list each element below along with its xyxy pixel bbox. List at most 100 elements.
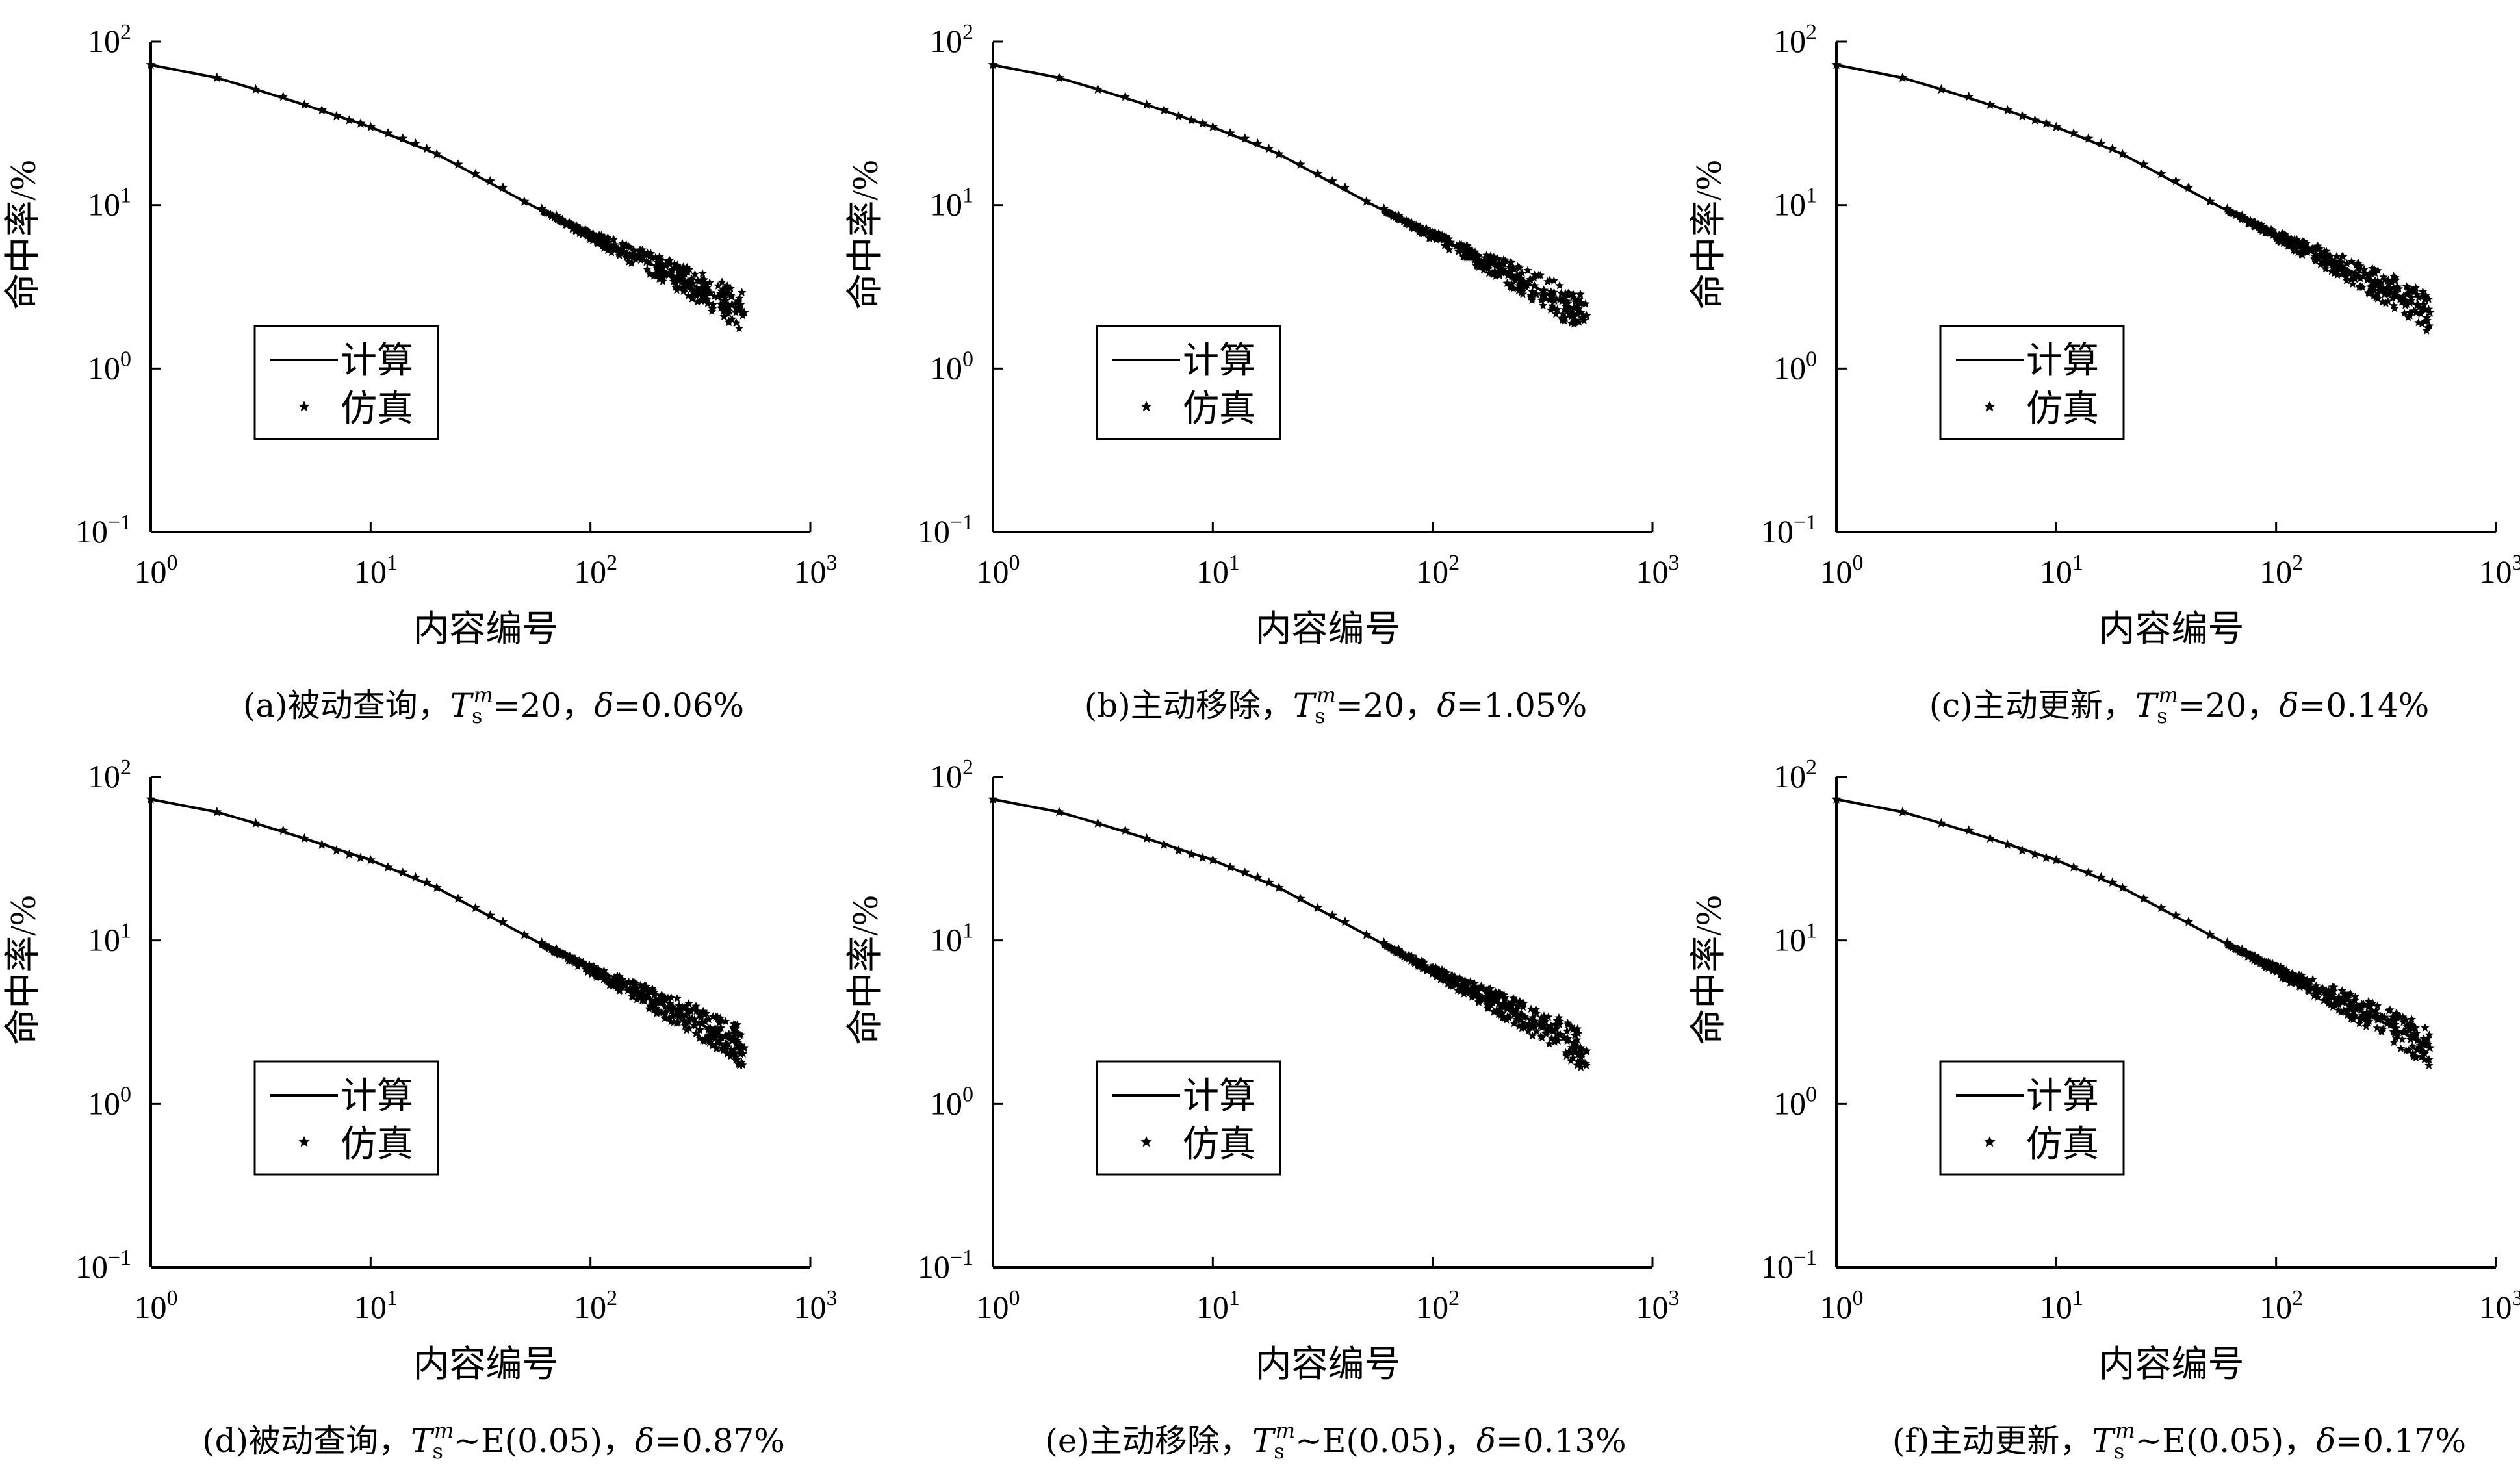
- data-point: [723, 1039, 732, 1048]
- data-point: [2350, 1011, 2360, 1020]
- data-point: [717, 286, 726, 295]
- legend-label: 仿真: [1183, 1124, 1255, 1165]
- data-point: [1511, 276, 1520, 285]
- data-point: [2336, 258, 2345, 267]
- data-point: [1936, 818, 1946, 828]
- data-point: [596, 972, 605, 982]
- data-point: [1380, 940, 1389, 948]
- data-point: [2372, 1023, 2382, 1032]
- data-point: [1518, 1017, 1527, 1026]
- legend-marker-swatch: [1984, 401, 1996, 412]
- data-point: [1174, 845, 1184, 855]
- data-point: [2205, 196, 2215, 206]
- data-point: [1198, 852, 1208, 862]
- data-point: [2284, 237, 2293, 246]
- data-point: [594, 965, 603, 973]
- data-point: [2321, 261, 2330, 270]
- data-point: [679, 262, 688, 271]
- data-point: [1831, 59, 1842, 70]
- data-point: [2415, 302, 2424, 311]
- data-point: [703, 283, 712, 292]
- data-point: [1509, 284, 1518, 292]
- data-point: [703, 299, 712, 307]
- caption-part: =0.87%: [654, 1422, 785, 1460]
- data-point: [212, 807, 222, 817]
- x-axis-label: 内容编号: [2099, 609, 2244, 650]
- caption-part: =0.14%: [2298, 687, 2430, 724]
- data-point: [2406, 293, 2416, 301]
- data-point: [729, 1023, 738, 1032]
- data-point: [1483, 1004, 1493, 1012]
- data-point: [723, 1049, 732, 1058]
- legend-marker-swatch: [1140, 1136, 1152, 1147]
- data-point: [2290, 235, 2299, 243]
- data-point: [1515, 1015, 1524, 1024]
- data-point: [2333, 267, 2342, 275]
- data-point: [1526, 1004, 1536, 1013]
- data-point: [2378, 1024, 2387, 1033]
- data-point: [431, 882, 442, 892]
- data-point: [1470, 979, 1479, 987]
- data-point: [1478, 261, 1487, 270]
- data-point: [1483, 253, 1492, 262]
- data-point: [1252, 872, 1263, 882]
- data-point: [2290, 238, 2300, 247]
- data-point: [545, 944, 554, 952]
- data-point: [1537, 296, 1546, 304]
- data-point: [344, 115, 355, 125]
- data-point: [2361, 1022, 2371, 1030]
- legend-label: 计算: [341, 1076, 413, 1117]
- data-point: [689, 1015, 699, 1024]
- data-point: [715, 1033, 725, 1042]
- data-point: [1564, 303, 1573, 312]
- data-point: [2350, 274, 2359, 283]
- data-point: [1499, 268, 1508, 277]
- data-point: [1573, 1057, 1582, 1065]
- data-point: [1562, 299, 1571, 308]
- data-point: [2268, 959, 2277, 968]
- data-point: [671, 277, 680, 286]
- data-point: [250, 84, 261, 94]
- x-tick-label: 102: [1416, 1286, 1459, 1325]
- data-point: [1504, 1013, 1513, 1022]
- data-point: [664, 1014, 674, 1022]
- data-point: [2348, 279, 2358, 288]
- data-point: [1517, 268, 1527, 277]
- caption-part: m: [1316, 683, 1336, 707]
- data-point: [2343, 259, 2352, 268]
- data-point: [2388, 294, 2397, 302]
- data-point: [1186, 115, 1197, 125]
- data-point: [2280, 974, 2289, 983]
- data-point: [644, 258, 653, 267]
- data-point: [542, 942, 552, 950]
- caption-part: m: [1275, 1418, 1296, 1443]
- data-point: [1402, 217, 1411, 225]
- data-point: [2283, 242, 2293, 250]
- data-point: [2405, 298, 2415, 307]
- data-point: [2373, 1001, 2382, 1010]
- data-point: [716, 1023, 726, 1032]
- y-axis-label: 命中率/%: [845, 160, 886, 309]
- data-point: [1507, 279, 1516, 288]
- data-point: [734, 1060, 743, 1069]
- data-point: [633, 984, 642, 993]
- data-point: [636, 993, 645, 1002]
- data-point: [693, 297, 702, 306]
- data-point: [1539, 1011, 1549, 1020]
- data-point: [2068, 128, 2079, 138]
- data-point: [1474, 998, 1484, 1006]
- data-point: [2330, 995, 2340, 1004]
- data-point: [1501, 1000, 1511, 1009]
- data-point: [422, 144, 432, 153]
- y-tick-label: 10−1: [75, 1246, 131, 1285]
- data-point: [1563, 1019, 1573, 1027]
- data-point: [585, 235, 595, 244]
- data-point: [1561, 1048, 1571, 1057]
- data-point: [2378, 298, 2387, 306]
- data-point: [2305, 983, 2314, 991]
- data-point: [383, 862, 393, 872]
- data-point: [603, 233, 613, 242]
- data-point: [2402, 289, 2412, 298]
